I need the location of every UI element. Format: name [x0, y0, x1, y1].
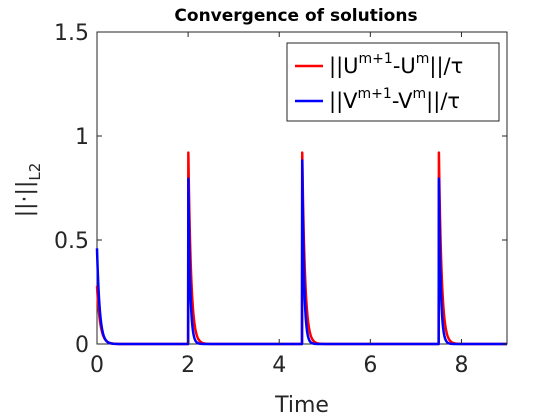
- x-tick-label: 2: [181, 353, 195, 378]
- y-tick-label: 1: [75, 125, 89, 150]
- y-axis-label-sub: L2: [26, 163, 44, 181]
- y-tick-label: 0.5: [54, 229, 89, 254]
- x-tick-label: 4: [272, 353, 286, 378]
- legend-entry-u: ||Um+1-Um||/τ: [295, 51, 463, 79]
- x-tick-label: 0: [90, 353, 104, 378]
- legend-entry-v: ||Vm+1-Vm||/τ: [295, 86, 460, 114]
- series-line-v: [95, 159, 509, 346]
- legend-label-v: ||Vm+1-Vm||/τ: [329, 86, 460, 114]
- x-axis-label: Time: [274, 393, 329, 418]
- legend: ||Um+1-Um||/τ ||Vm+1-Vm||/τ: [286, 42, 500, 122]
- chart-title: Convergence of solutions: [174, 6, 417, 26]
- legend-box: [286, 42, 500, 122]
- ticks-layer: 0 2 4 6 8 0 0.5 1 1.5: [54, 21, 507, 378]
- y-tick-label: 1.5: [54, 21, 89, 46]
- y-tick-label: 0: [75, 333, 89, 358]
- legend-label-u: ||Um+1-Um||/τ: [329, 51, 463, 79]
- x-tick-label: 6: [363, 353, 377, 378]
- y-axis-label: ||·||L2: [13, 163, 44, 218]
- series-layer: [95, 151, 509, 346]
- x-tick-label: 8: [454, 353, 468, 378]
- y-axis-label-main: ||·||: [13, 181, 38, 218]
